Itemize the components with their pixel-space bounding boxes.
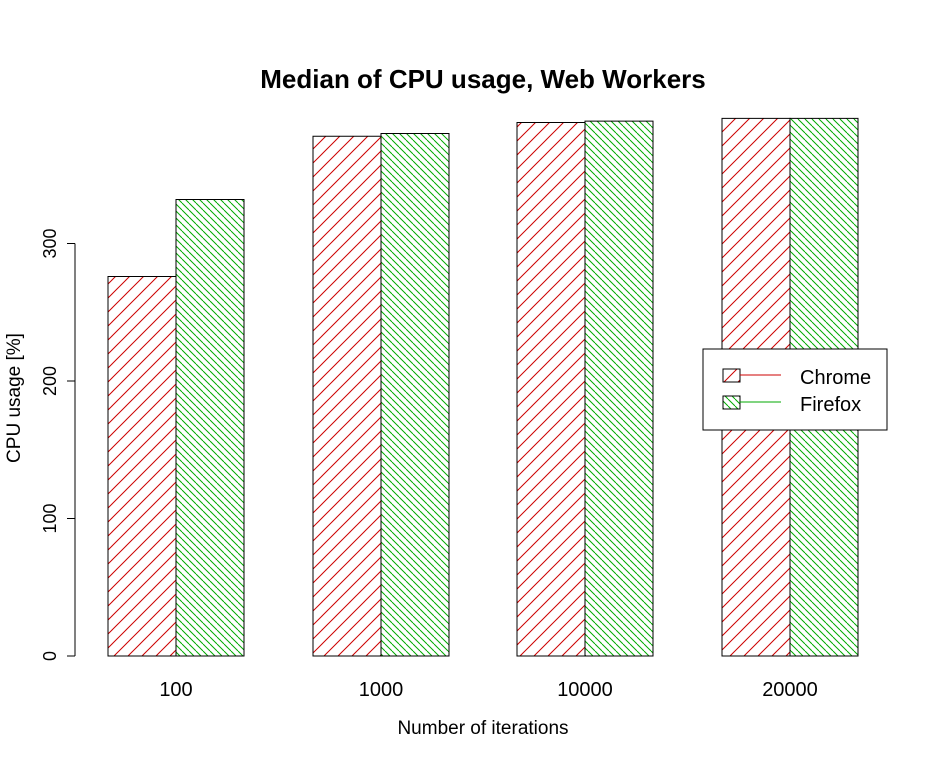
x-axis-label: Number of iterations — [397, 718, 568, 739]
bar-chrome-100 — [107, 276, 177, 657]
y-axis-label: CPU usage [%] — [4, 333, 25, 463]
bar-firefox-10000 — [584, 120, 654, 657]
chart-title: Median of CPU usage, Web Workers — [260, 64, 705, 94]
x-tick-label: 10000 — [557, 679, 613, 701]
bar-chrome-1000 — [312, 135, 382, 657]
y-tick-label: 100 — [40, 503, 60, 533]
legend-label-chrome: Chrome — [800, 367, 871, 389]
x-tick-label: 20000 — [762, 679, 818, 701]
legend: Chrome Firefox — [702, 348, 888, 431]
legend-swatch-chrome — [722, 368, 741, 383]
y-tick-label: 200 — [40, 366, 60, 396]
y-tick-label: 300 — [40, 228, 60, 258]
x-tick-label: 1000 — [359, 679, 404, 701]
bar-chrome-10000 — [516, 122, 586, 657]
legend-box — [702, 348, 888, 431]
y-tick-label: 0 — [40, 651, 60, 661]
category-labels: 100 1000 10000 20000 — [159, 679, 818, 701]
x-tick-label: 100 — [159, 679, 192, 701]
bar-firefox-1000 — [380, 133, 450, 657]
bar-firefox-100 — [175, 199, 245, 657]
legend-label-firefox: Firefox — [800, 394, 861, 416]
legend-swatch-firefox — [722, 395, 741, 410]
y-axis: 0 100 200 300 — [40, 228, 76, 661]
